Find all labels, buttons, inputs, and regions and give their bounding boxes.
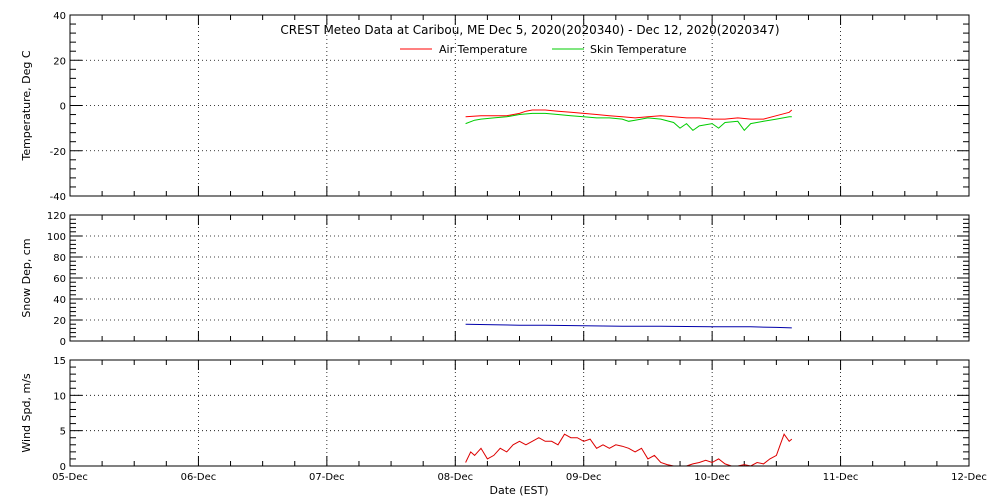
y-axis-title: Wind Spd, m/s (20, 373, 33, 453)
y-tick-label: 120 (47, 211, 66, 222)
panel-frame (69, 214, 970, 342)
y-tick-label: 0 (60, 462, 66, 473)
y-tick-label: 5 (60, 427, 66, 438)
x-tick-label: 05-Dec (52, 472, 88, 483)
series-line-wind-speed (465, 433, 793, 467)
y-axis-title: Snow Dep, cm (20, 238, 33, 317)
chart-title: CREST Meteo Data at Caribou, ME Dec 5, 2… (280, 23, 779, 37)
x-tick-label: 12-Dec (951, 472, 987, 483)
y-tick-label: 60 (53, 274, 66, 285)
y-tick-label: 20 (53, 316, 66, 327)
y-tick-label: -40 (50, 192, 66, 203)
panel-3: 0 5 10 15 Wind Spd, m/s (20, 356, 970, 473)
y-tick-label: 80 (53, 253, 66, 264)
panel-frame (69, 359, 970, 467)
y-tick-label: 100 (47, 232, 66, 243)
panel-1: -40 -20 0 20 40 Temperature, Deg C (20, 11, 970, 203)
legend-label-air-temperature: Air Temperature (439, 43, 528, 56)
legend: Air Temperature Skin Temperature (400, 43, 687, 56)
x-tick-label: 06-Dec (181, 472, 217, 483)
series-line-skin-temperature (465, 112, 792, 132)
x-tick-label: 07-Dec (309, 472, 345, 483)
y-tick-label: -20 (50, 147, 66, 158)
y-tick-label: 10 (53, 391, 66, 402)
x-tick-label: 10-Dec (694, 472, 730, 483)
y-tick-label: 0 (60, 102, 66, 113)
chart-panels: -40 -20 0 20 40 Temperature, Deg C 0 20 40 60 80 10… (20, 11, 970, 473)
x-tick-label: 09-Dec (566, 472, 602, 483)
x-tick-label: 08-Dec (437, 472, 473, 483)
y-tick-label: 15 (53, 356, 66, 367)
series-line-snow-depth (465, 323, 792, 329)
y-tick-label: 0 (60, 337, 66, 348)
y-tick-label: 40 (53, 295, 66, 306)
y-axis-title: Temperature, Deg C (20, 50, 33, 161)
x-tick-label: 11-Dec (823, 472, 859, 483)
y-tick-label: 40 (53, 11, 66, 22)
legend-label-skin-temperature: Skin Temperature (590, 43, 687, 56)
series-line-air-temperature (465, 109, 793, 120)
panel-frame (69, 14, 970, 197)
x-tick-labels: 05-Dec 06-Dec 07-Dec 08-Dec 09-Dec 10-Dec 11-D… (52, 472, 987, 483)
x-axis-title: Date (EST) (489, 484, 548, 497)
y-tick-label: 20 (53, 56, 66, 67)
panel-2: 0 20 40 60 80 100 120 Snow Dep, cm (20, 211, 970, 348)
